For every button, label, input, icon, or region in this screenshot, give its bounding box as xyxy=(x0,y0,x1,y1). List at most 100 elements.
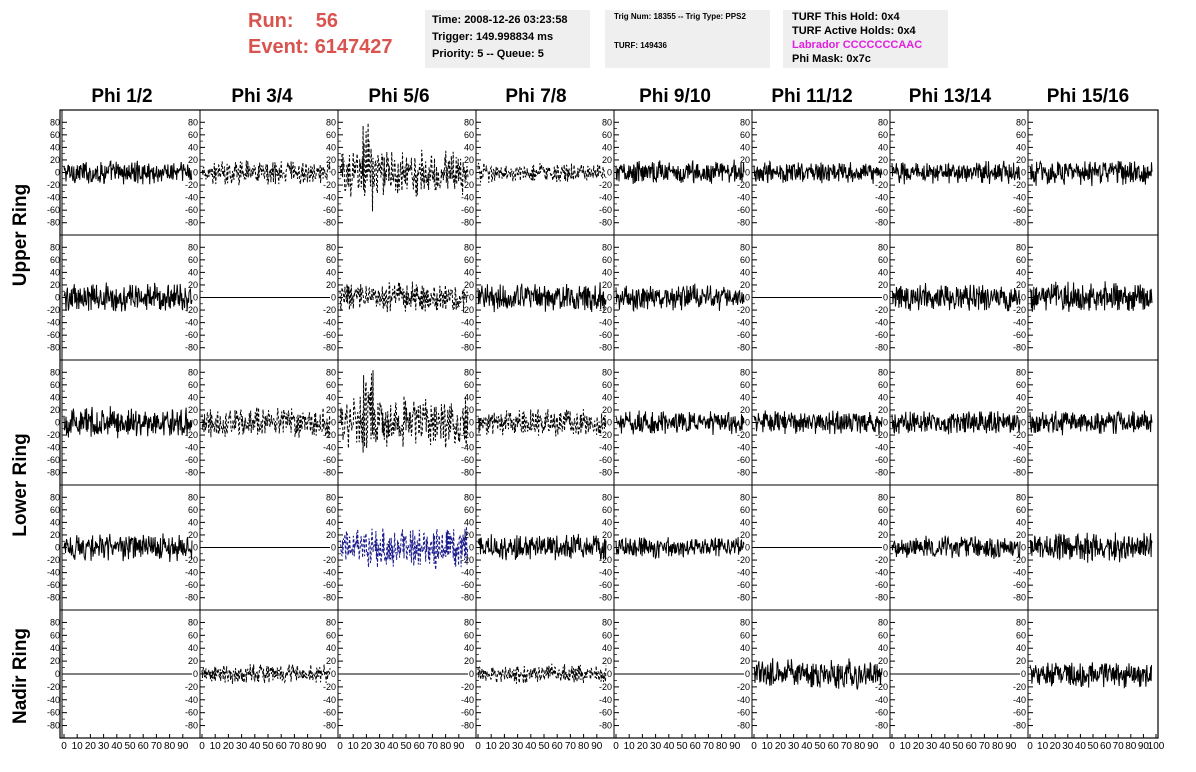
waveform-trace xyxy=(753,160,883,184)
y-tick-label: -80 xyxy=(461,593,474,603)
y-tick-label: 0 xyxy=(469,669,474,679)
y-tick-label: -40 xyxy=(599,443,612,453)
trig-num-text: Trig Num: 18355 -- Trig Type: PPS2 xyxy=(614,12,746,21)
y-tick-label: -40 xyxy=(323,193,336,203)
waveform-panel: 80 60 40 20 0 -20 -40 -60 -80 xyxy=(737,235,882,360)
y-tick-label: 40 xyxy=(602,643,612,653)
y-tick-label: 0 xyxy=(883,669,888,679)
y-tick-label: 60 xyxy=(878,130,888,140)
x-tick-label: 60 xyxy=(276,741,288,752)
y-tick-label: -80 xyxy=(461,468,474,478)
waveform-trace xyxy=(615,283,745,313)
y-tick-label: 80 xyxy=(50,617,60,627)
y-tick-label: 20 xyxy=(188,656,198,666)
y-tick-label: 60 xyxy=(878,505,888,515)
column-header-phi-11-12: Phi 11/12 xyxy=(771,86,853,107)
x-tick-label: 50 xyxy=(1087,741,1099,752)
y-tick-label: -60 xyxy=(875,580,888,590)
waveform-trace xyxy=(477,663,607,684)
y-tick-label: -60 xyxy=(1013,580,1026,590)
x-tick-label: 30 xyxy=(1062,741,1074,752)
x-tick-label: 70 xyxy=(703,741,715,752)
waveform-trace xyxy=(63,282,193,312)
x-tick-label: 80 xyxy=(1125,741,1137,752)
x-tick-label: 60 xyxy=(138,741,150,752)
waveform-trace xyxy=(891,411,1021,435)
column-header-phi-5-6: Phi 5/6 xyxy=(368,86,430,107)
y-tick-label: 0 xyxy=(193,418,198,428)
waveform-trace xyxy=(201,160,331,186)
x-tick-label: 60 xyxy=(966,741,978,752)
waveform-panel: 80 60 40 20 0 -20 -40 -60 -80 xyxy=(461,485,607,610)
y-tick-label: 20 xyxy=(1016,656,1026,666)
y-tick-label: 20 xyxy=(188,280,198,290)
y-tick-label: -20 xyxy=(1013,682,1026,692)
x-tick-label: 90 xyxy=(1005,741,1017,752)
y-tick-label: 60 xyxy=(50,130,60,140)
y-tick-label: -20 xyxy=(461,305,474,315)
waveform-trace xyxy=(1029,532,1153,563)
y-tick-label: 40 xyxy=(602,142,612,152)
y-tick-label: -20 xyxy=(875,430,888,440)
waveform-trace xyxy=(1029,281,1153,312)
y-tick-label: -20 xyxy=(737,430,750,440)
x-tick-label: 70 xyxy=(841,741,853,752)
y-tick-label: 80 xyxy=(878,367,888,377)
y-tick-label: 20 xyxy=(878,405,888,415)
x-tick-label: 20 xyxy=(223,741,235,752)
y-tick-label: 20 xyxy=(1016,280,1026,290)
waveform-panel: 80 60 40 20 0 -20 -40 -60 -80 xyxy=(1013,360,1153,485)
y-tick-label: 40 xyxy=(464,517,474,527)
x-tick-label: 30 xyxy=(650,741,662,752)
x-tick-label: 70 xyxy=(565,741,577,752)
waveform-panel: 80 60 40 20 0 -20 -40 -60 -80 xyxy=(461,610,607,738)
y-tick-label: 40 xyxy=(878,643,888,653)
y-tick-label: -80 xyxy=(185,218,198,228)
y-tick-label: 0 xyxy=(193,669,198,679)
y-tick-label: -20 xyxy=(599,682,612,692)
y-tick-label: 40 xyxy=(326,392,336,402)
y-tick-label: -80 xyxy=(1013,593,1026,603)
x-tick-label: 10 xyxy=(762,741,774,752)
waveform-panel: 80 60 40 20 0 -20 -40 -60 -80 xyxy=(737,485,882,610)
y-tick-label: 20 xyxy=(326,530,336,540)
waveform-panel: 80 60 40 20 0 -20 -40 -60 -80 xyxy=(461,235,607,360)
turf-hold-text: TURF This Hold: 0x4 xyxy=(792,11,900,23)
y-tick-label: 80 xyxy=(188,367,198,377)
waveform-panel: 80 60 40 20 0 -20 -40 -60 -80 xyxy=(1013,610,1153,738)
y-tick-label: 80 xyxy=(464,492,474,502)
y-tick-label: -80 xyxy=(737,468,750,478)
x-tick-label: 70 xyxy=(289,741,301,752)
y-tick-label: 40 xyxy=(1016,267,1026,277)
x-tick-label: 30 xyxy=(788,741,800,752)
labrador-text: Labrador CCCCCCCAAC xyxy=(792,39,923,51)
y-tick-label: 80 xyxy=(602,617,612,627)
x-tick-label: 40 xyxy=(525,741,537,752)
time-text: Time: 2008-12-26 03:23:58 xyxy=(432,14,568,26)
y-tick-label: -40 xyxy=(737,318,750,328)
y-tick-label: 60 xyxy=(602,505,612,515)
y-tick-label: 40 xyxy=(188,517,198,527)
x-tick-label: 20 xyxy=(1050,741,1062,752)
x-tick-label: 90 xyxy=(729,741,741,752)
y-tick-label: -40 xyxy=(1013,695,1026,705)
y-tick-label: -20 xyxy=(875,555,888,565)
y-tick-label: -40 xyxy=(323,443,336,453)
y-tick-label: -40 xyxy=(185,568,198,578)
y-tick-label: 20 xyxy=(464,155,474,165)
waveform-panel: 80 60 40 20 0 -20 -40 -60 -80 xyxy=(1013,235,1153,360)
y-tick-label: -60 xyxy=(323,580,336,590)
y-tick-label: 20 xyxy=(50,405,60,415)
waveform-trace xyxy=(477,162,607,183)
y-tick-label: 60 xyxy=(50,630,60,640)
x-tick-label: 90 xyxy=(867,741,879,752)
time-info-box: Time: 2008-12-26 03:23:58 Trigger: 149.9… xyxy=(425,10,590,68)
y-tick-label: -60 xyxy=(1013,330,1026,340)
y-tick-label: -20 xyxy=(47,180,60,190)
y-tick-label: 80 xyxy=(878,117,888,127)
waveform-panel: 80 60 40 20 0 -20 -40 -60 -80 xyxy=(323,235,469,360)
y-tick-label: -60 xyxy=(875,708,888,718)
waveform-trace xyxy=(201,406,331,438)
x-tick-label: 70 xyxy=(151,741,163,752)
y-tick-label: 80 xyxy=(326,492,336,502)
